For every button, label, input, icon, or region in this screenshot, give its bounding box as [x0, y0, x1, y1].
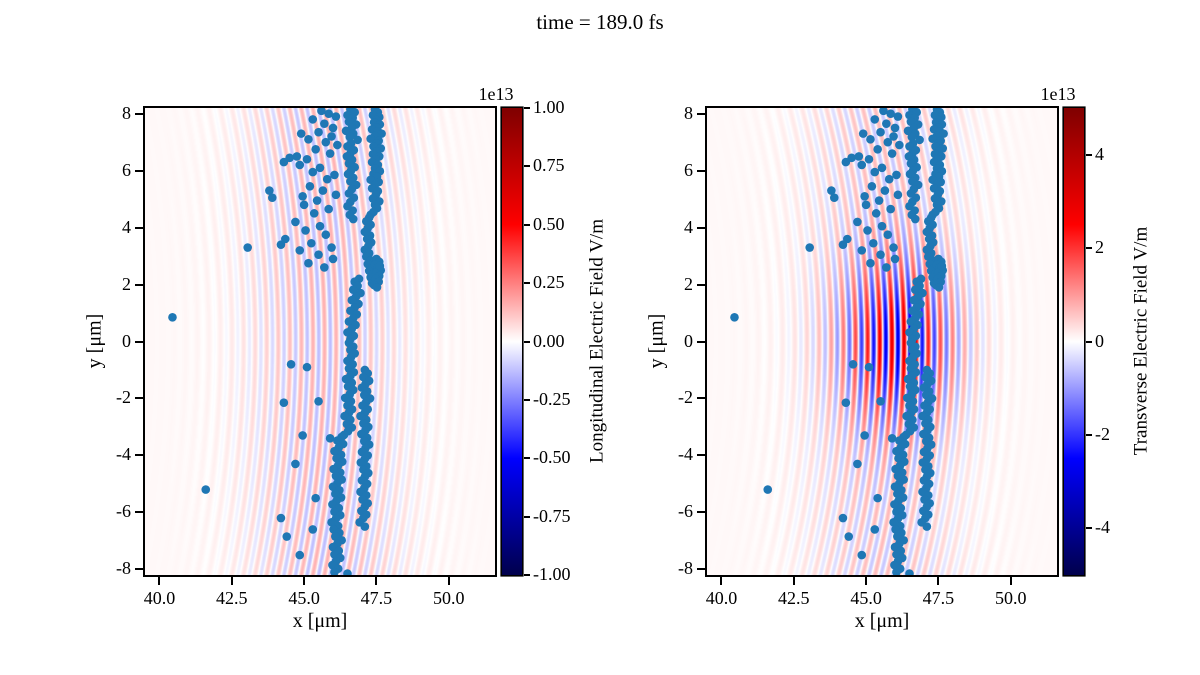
- x-tick-mark: [937, 577, 940, 585]
- colorbar-tick-label: -0.50: [533, 447, 571, 468]
- colorbar-tick-mark: [524, 457, 530, 460]
- y-tick-label: 6: [684, 159, 693, 180]
- y-tick-mark: [135, 112, 143, 115]
- y-tick-mark: [135, 511, 143, 514]
- colorbar-tick-label: -2: [1095, 423, 1110, 444]
- colorbar-tick-mark: [524, 107, 530, 109]
- x-tick-mark: [792, 577, 795, 585]
- colorbar-tick-label: 0.75: [533, 155, 565, 176]
- plot-area-longitudinal: [145, 108, 495, 575]
- x-tick-mark: [230, 577, 233, 585]
- colorbar-tick-mark: [1086, 153, 1092, 156]
- y-tick-label: 4: [122, 216, 131, 237]
- x-tick-mark: [158, 577, 161, 585]
- y-tick-label: -4: [116, 444, 131, 465]
- colorbar-tick-mark: [524, 340, 530, 343]
- colorbar-tick-mark: [524, 223, 530, 226]
- y-tick-mark: [697, 226, 705, 229]
- colorbar-tick-mark: [524, 165, 530, 168]
- y-tick-mark: [135, 397, 143, 400]
- y-tick-mark: [135, 340, 143, 343]
- x-axis-label-left: x [μm]: [292, 610, 348, 632]
- colorbar-tick-mark: [524, 282, 530, 285]
- y-tick-mark: [697, 568, 705, 571]
- y-tick-mark: [135, 169, 143, 172]
- colorbar-transverse: [1064, 108, 1084, 575]
- y-tick-label: -4: [678, 444, 693, 465]
- colorbar-tick-mark: [1086, 340, 1092, 343]
- y-tick-label: 4: [684, 216, 693, 237]
- y-tick-label: 8: [684, 102, 693, 123]
- y-tick-label: -8: [116, 558, 131, 579]
- figure-title: time = 189.0 fs: [536, 10, 664, 34]
- x-tick-mark: [375, 577, 378, 585]
- colorbar-tick-mark: [524, 515, 530, 518]
- y-tick-mark: [697, 340, 705, 343]
- colorbar-tick-label: 4: [1095, 143, 1104, 164]
- longitudinal-field-scatter-canvas: [145, 108, 495, 575]
- x-tick-mark: [865, 577, 868, 585]
- colorbar-longitudinal: [502, 108, 522, 575]
- colorbar-tick-mark: [1086, 433, 1092, 436]
- x-tick-label: 40.0: [705, 588, 738, 608]
- colorbar-tick-label: -4: [1095, 517, 1110, 538]
- y-tick-mark: [135, 226, 143, 229]
- y-tick-label: -8: [678, 558, 693, 579]
- y-tick-label: 2: [684, 273, 693, 294]
- y-tick-label: 6: [122, 159, 131, 180]
- x-tick-label: 40.0: [143, 588, 176, 608]
- colorbar-tick-mark: [1086, 527, 1092, 530]
- x-tick-label: 45.0: [850, 588, 882, 608]
- y-tick-label: -6: [678, 501, 693, 522]
- x-tick-label: 50.0: [432, 588, 465, 608]
- y-tick-label: 0: [122, 330, 131, 351]
- colorbar-tick-label: 0.50: [533, 213, 565, 234]
- x-tick-label: 42.5: [216, 588, 248, 608]
- colorbar-tick-label: 0: [1095, 330, 1104, 351]
- y-tick-mark: [135, 454, 143, 457]
- y-tick-mark: [135, 568, 143, 571]
- colorbar-tick-label: 0.00: [533, 330, 565, 351]
- plot-area-transverse: [707, 108, 1057, 575]
- y-tick-mark: [697, 169, 705, 172]
- x-tick-label: 47.5: [360, 588, 393, 608]
- y-tick-mark: [697, 397, 705, 400]
- transverse-field-scatter-canvas: [707, 108, 1057, 575]
- colorbar-tick-mark: [524, 574, 530, 576]
- y-tick-mark: [135, 283, 143, 286]
- colorbar-tick-mark: [1086, 247, 1092, 250]
- y-tick-label: 8: [122, 102, 131, 123]
- y-tick-label: 2: [122, 273, 131, 294]
- x-tick-mark: [720, 577, 723, 585]
- y-tick-mark: [697, 454, 705, 457]
- x-tick-label: 47.5: [922, 588, 955, 608]
- y-tick-mark: [697, 283, 705, 286]
- y-tick-label: 0: [684, 330, 693, 351]
- x-tick-label: 50.0: [994, 588, 1027, 608]
- colorbar-tick-label: -0.75: [533, 505, 571, 526]
- x-tick-mark: [1009, 577, 1012, 585]
- x-tick-mark: [447, 577, 450, 585]
- colorbar-tick-label: 1.00: [533, 97, 565, 117]
- y-tick-label: -2: [116, 387, 131, 408]
- colorbar-offset-label-right: 1e13: [1040, 84, 1076, 104]
- x-tick-label: 45.0: [288, 588, 320, 608]
- x-axis-label-right: x [μm]: [854, 610, 910, 632]
- colorbar-tick-mark: [524, 398, 530, 401]
- y-tick-mark: [697, 112, 705, 115]
- y-tick-label: -2: [678, 387, 693, 408]
- colorbar-tick-label: 0.25: [533, 272, 565, 293]
- colorbar-tick-label: 2: [1095, 237, 1104, 258]
- colorbar-tick-label: -1.00: [533, 564, 571, 584]
- y-tick-label: -6: [116, 501, 131, 522]
- colorbar-offset-label-left: 1e13: [478, 84, 514, 104]
- x-tick-label: 42.5: [778, 588, 810, 608]
- x-tick-mark: [303, 577, 306, 585]
- colorbar-tick-label: -0.25: [533, 388, 571, 409]
- y-tick-mark: [697, 511, 705, 514]
